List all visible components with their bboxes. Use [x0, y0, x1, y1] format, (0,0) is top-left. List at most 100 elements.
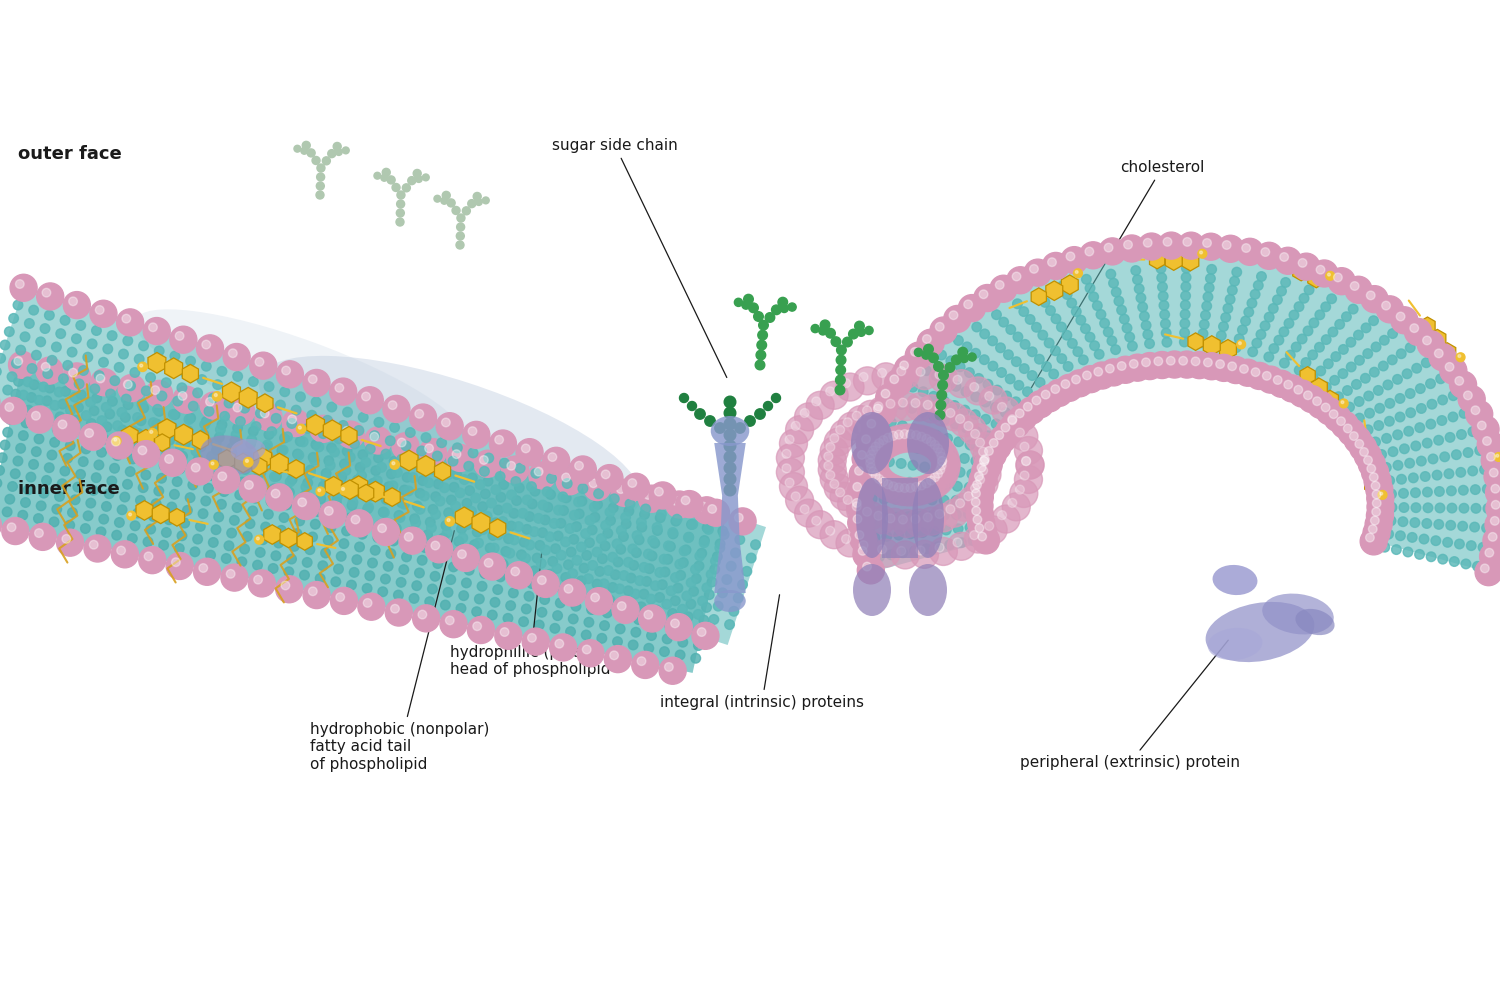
Circle shape	[160, 436, 170, 446]
Circle shape	[980, 457, 988, 466]
Circle shape	[1119, 314, 1130, 324]
Circle shape	[243, 452, 252, 462]
Circle shape	[624, 506, 633, 516]
Circle shape	[729, 606, 738, 616]
Circle shape	[1434, 349, 1443, 358]
Circle shape	[357, 387, 384, 414]
Circle shape	[48, 355, 57, 365]
Circle shape	[405, 539, 414, 549]
Circle shape	[363, 584, 372, 593]
Circle shape	[1354, 440, 1364, 448]
Circle shape	[13, 456, 22, 466]
Polygon shape	[1496, 469, 1500, 489]
Circle shape	[444, 508, 453, 518]
Circle shape	[272, 414, 280, 423]
Circle shape	[1364, 391, 1374, 401]
Circle shape	[694, 409, 705, 419]
Circle shape	[1425, 379, 1436, 388]
Circle shape	[27, 393, 36, 402]
Circle shape	[795, 499, 822, 527]
Circle shape	[537, 576, 546, 584]
Circle shape	[436, 466, 445, 476]
Circle shape	[540, 515, 550, 525]
Circle shape	[566, 524, 574, 533]
Circle shape	[1191, 357, 1200, 366]
Circle shape	[111, 541, 138, 568]
Circle shape	[350, 439, 360, 449]
Circle shape	[724, 440, 736, 452]
Circle shape	[410, 594, 419, 603]
Circle shape	[28, 523, 56, 550]
Circle shape	[938, 452, 946, 461]
Circle shape	[430, 571, 439, 581]
Text: hydrophillic (polar)
head of phospholipid: hydrophillic (polar) head of phospholipi…	[450, 553, 610, 677]
Polygon shape	[435, 462, 450, 481]
Circle shape	[650, 482, 676, 509]
Circle shape	[40, 324, 50, 333]
Circle shape	[1438, 554, 1448, 564]
Circle shape	[644, 643, 654, 653]
Circle shape	[956, 499, 964, 508]
Circle shape	[604, 595, 615, 605]
Circle shape	[708, 505, 717, 513]
Circle shape	[1456, 468, 1466, 477]
Circle shape	[634, 535, 644, 545]
Circle shape	[982, 431, 993, 441]
Circle shape	[1138, 233, 1166, 260]
Circle shape	[554, 611, 562, 620]
Circle shape	[1095, 349, 1104, 359]
Circle shape	[1406, 343, 1414, 352]
Circle shape	[855, 531, 864, 539]
Circle shape	[222, 457, 232, 466]
Circle shape	[327, 443, 336, 453]
Circle shape	[926, 435, 952, 463]
Circle shape	[26, 472, 36, 482]
Circle shape	[964, 377, 992, 405]
Circle shape	[771, 305, 782, 315]
Circle shape	[381, 495, 392, 504]
Circle shape	[440, 483, 448, 493]
Circle shape	[186, 458, 213, 485]
Circle shape	[16, 345, 26, 355]
Circle shape	[1377, 296, 1404, 323]
Circle shape	[128, 511, 135, 520]
Circle shape	[516, 439, 543, 466]
Circle shape	[1000, 408, 1010, 417]
Circle shape	[420, 491, 429, 501]
Circle shape	[873, 404, 882, 413]
Circle shape	[534, 467, 543, 476]
Circle shape	[261, 443, 272, 452]
Circle shape	[255, 358, 264, 366]
Circle shape	[312, 397, 321, 407]
Circle shape	[516, 463, 525, 473]
Circle shape	[1458, 485, 1468, 495]
Circle shape	[230, 516, 238, 525]
Circle shape	[926, 446, 934, 456]
Circle shape	[0, 340, 10, 350]
Circle shape	[956, 362, 964, 372]
Circle shape	[211, 525, 220, 535]
Circle shape	[251, 352, 278, 379]
Circle shape	[54, 492, 64, 501]
Polygon shape	[384, 488, 400, 506]
Circle shape	[694, 561, 703, 571]
Circle shape	[868, 506, 897, 534]
Circle shape	[790, 421, 800, 430]
Circle shape	[948, 451, 957, 461]
Circle shape	[268, 564, 278, 573]
Circle shape	[1288, 310, 1299, 320]
Circle shape	[484, 453, 494, 463]
Circle shape	[1400, 444, 1408, 454]
Circle shape	[966, 501, 993, 528]
Circle shape	[1472, 406, 1479, 415]
Circle shape	[892, 509, 921, 537]
Circle shape	[106, 432, 134, 459]
Circle shape	[136, 399, 147, 409]
Circle shape	[238, 462, 248, 471]
Circle shape	[45, 463, 54, 472]
Circle shape	[897, 547, 906, 555]
Circle shape	[1074, 269, 1083, 278]
Circle shape	[152, 419, 162, 429]
Circle shape	[1035, 289, 1044, 299]
Circle shape	[980, 290, 988, 299]
